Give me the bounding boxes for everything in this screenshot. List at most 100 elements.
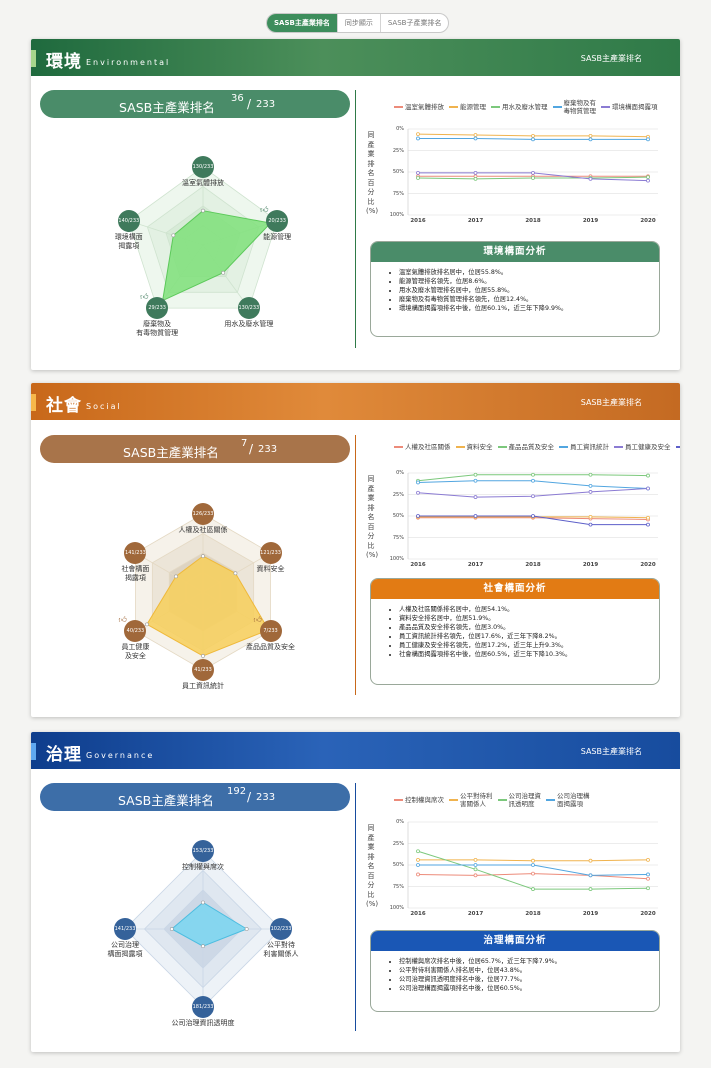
series-point[interactable] — [646, 515, 650, 520]
legend-item[interactable]: 用水及廢水管理 — [491, 103, 548, 111]
legend-item[interactable]: 溫室氣體排放 — [394, 103, 444, 111]
series-point[interactable] — [646, 175, 650, 180]
series-point[interactable] — [531, 137, 535, 142]
series-point[interactable] — [588, 522, 593, 527]
series-point[interactable] — [416, 849, 420, 854]
series-point[interactable] — [473, 867, 478, 872]
legend-item[interactable]: 控制權與席次 — [394, 796, 444, 804]
series-point[interactable] — [646, 522, 650, 527]
legend-item[interactable]: 員工健康及安全 — [614, 443, 671, 451]
series-point[interactable] — [416, 490, 420, 495]
series-point[interactable] — [531, 478, 535, 483]
series-point[interactable] — [473, 514, 478, 518]
series-point[interactable] — [473, 863, 478, 867]
series-point[interactable] — [646, 178, 650, 183]
series-point[interactable] — [531, 858, 535, 863]
legend-label: 環境構面揭露項 — [612, 103, 658, 111]
series-point[interactable] — [588, 858, 593, 863]
legend-item[interactable]: 公司治理構 面揭露項 — [546, 792, 590, 808]
analysis-list: 溫室氣體排放排名居中，位居55.8%。能源管理排名領先，位居8.6%。用水及廢水… — [371, 262, 659, 317]
series-point[interactable] — [531, 170, 535, 175]
legend-item[interactable]: 社會構面揭露項 — [675, 443, 680, 451]
series-point[interactable] — [531, 871, 535, 876]
series-point[interactable] — [531, 863, 535, 867]
series-point[interactable] — [473, 136, 478, 141]
radar-node-rank[interactable]: 29/233 — [146, 297, 169, 320]
series-point[interactable] — [473, 170, 478, 175]
radar-node-rank[interactable]: 140/233 — [117, 209, 140, 232]
legend-item[interactable]: 廢棄物及有 毒物質管理 — [552, 99, 596, 115]
legend-item[interactable]: 產品品質及安全 — [497, 443, 554, 451]
series-point[interactable] — [416, 514, 420, 518]
legend-item[interactable]: 公司治理資 訊透明度 — [497, 792, 541, 808]
series-point[interactable] — [588, 873, 593, 878]
radar-node-rank[interactable]: 7/233 — [259, 620, 282, 642]
radar-node-rank[interactable]: 126/233 — [192, 503, 214, 525]
series-point[interactable] — [473, 478, 478, 483]
radar-node-rank[interactable]: 40/233 — [124, 620, 147, 642]
series-point[interactable] — [588, 137, 593, 142]
radar-node-rank[interactable]: 20/233 — [266, 209, 289, 232]
series-point[interactable] — [646, 137, 650, 142]
legend-swatch — [455, 446, 465, 448]
thumbs-up-icon: 👍︎ — [140, 292, 149, 302]
series-point[interactable] — [416, 176, 420, 180]
radar-svg — [135, 513, 271, 671]
series-point[interactable] — [416, 863, 420, 867]
series-point[interactable] — [531, 133, 535, 138]
radar-node-rank[interactable]: 141/233 — [114, 918, 136, 940]
legend-swatch — [552, 106, 562, 108]
series-point[interactable] — [416, 872, 420, 877]
series-point[interactable] — [473, 857, 478, 862]
legend-item[interactable]: 員工資訊統計 — [559, 443, 609, 451]
series-point[interactable] — [473, 176, 478, 181]
radar-node-rank[interactable]: 130/233 — [192, 156, 214, 178]
legend-item[interactable]: 環境構面揭露項 — [601, 103, 658, 111]
series-point[interactable] — [588, 176, 593, 181]
radar-node-rank[interactable]: 130/233 — [237, 297, 260, 320]
series-point[interactable] — [473, 495, 478, 499]
series-point[interactable] — [531, 887, 535, 891]
series-point[interactable] — [588, 887, 593, 891]
series-point[interactable] — [588, 490, 593, 494]
legend-item[interactable]: 人權及社區關係 — [394, 443, 451, 451]
series-point[interactable] — [646, 486, 650, 491]
radar-node-rank[interactable]: 41/233 — [192, 659, 214, 681]
series-point[interactable] — [646, 857, 650, 862]
series-point[interactable] — [531, 176, 535, 180]
tab-sync-display[interactable]: 同步顯示 — [336, 14, 380, 32]
radar-node-rank[interactable]: 121/233 — [259, 542, 282, 564]
series-point[interactable] — [416, 170, 420, 175]
analysis-item: 用水及廢水管理排名居中，位居55.8%。 — [399, 286, 649, 295]
series-point[interactable] — [416, 480, 420, 485]
x-tick-label: 2017 — [467, 218, 484, 224]
series-point[interactable] — [588, 472, 593, 477]
series-point[interactable] — [531, 472, 535, 477]
series-point[interactable] — [588, 484, 593, 488]
tab-sub-industry[interactable]: SASB子產業排名 — [379, 14, 449, 32]
series-point[interactable] — [588, 514, 593, 519]
series-point[interactable] — [646, 473, 650, 478]
series-point[interactable] — [473, 873, 478, 878]
radar-node-rank[interactable]: 153/233 — [192, 840, 214, 862]
series-point[interactable] — [531, 514, 535, 518]
radar-node-rank[interactable]: 181/233 — [192, 996, 214, 1018]
series-point[interactable] — [646, 876, 650, 881]
series-point[interactable] — [416, 132, 420, 137]
series-point[interactable] — [646, 886, 650, 891]
series-point[interactable] — [646, 872, 650, 877]
series-point[interactable] — [416, 136, 420, 141]
tab-main-industry[interactable]: SASB主產業排名 — [267, 14, 337, 32]
series-point[interactable] — [531, 494, 535, 499]
radar-node-rank[interactable]: 102/233 — [270, 918, 292, 940]
y-tick-label: 25% — [392, 840, 404, 847]
y-tick-label: 75% — [392, 534, 404, 541]
legend-item[interactable]: 能源管理 — [449, 103, 486, 111]
legend-item[interactable]: 公平對待利 害關係人 — [449, 792, 493, 808]
series-point[interactable] — [416, 857, 420, 862]
legend-item[interactable]: 資料安全 — [455, 443, 493, 451]
series-point[interactable] — [473, 133, 478, 137]
series-point[interactable] — [588, 133, 593, 138]
radar-node-rank[interactable]: 141/233 — [124, 542, 147, 564]
series-point[interactable] — [473, 472, 478, 477]
